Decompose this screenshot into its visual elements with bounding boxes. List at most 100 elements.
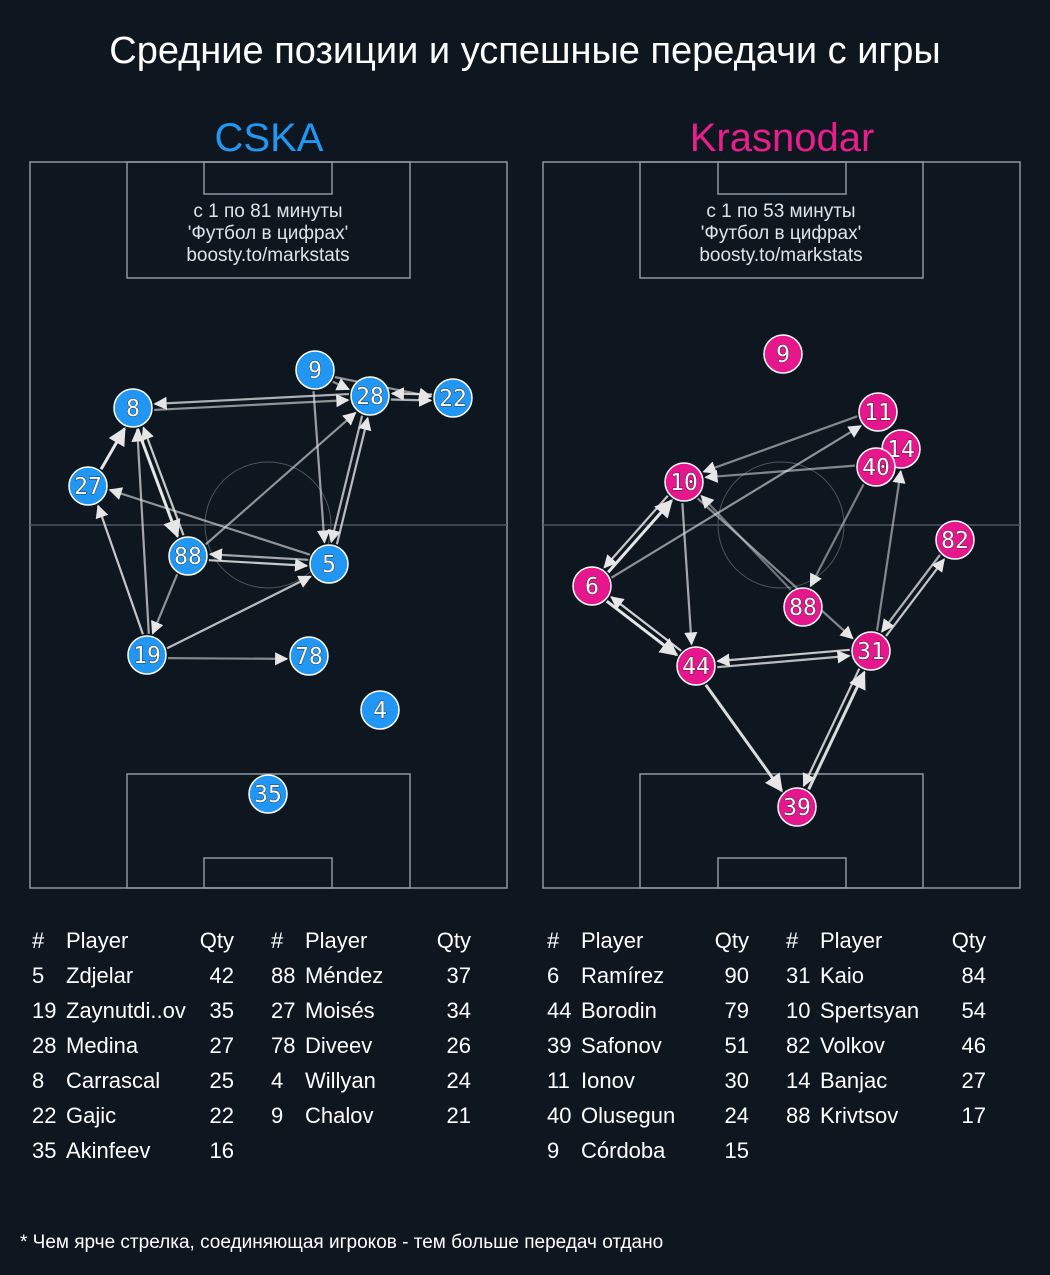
pass-arrow-cska-9-28 [332,378,351,391]
player-marker-kras-40: 40 [856,447,896,487]
pass-arrow-cska-19-27 [95,504,144,635]
player-marker-cska-88: 88 [168,536,208,576]
player-circle [350,376,390,416]
player-marker-cska-9: 9 [295,350,335,390]
note-line: 'Футбол в цифрах' [187,223,349,244]
cell-qty: 84 [961,963,986,988]
pass-arrow-kras-44-6 [610,596,682,652]
cell-player: Borodin [581,998,657,1023]
page-title: Средние позиции и успешные передачи с иг… [109,30,941,72]
table-row: 27 Moisés 34 [271,998,471,1033]
cell-qty: Qty [436,928,471,953]
table-row: 6 Ramírez 90 [547,963,749,998]
player-marker-cska-27: 27 [68,466,108,506]
table-row: 8 Carrascal 25 [32,1068,234,1103]
table-row: 10 Spertsyan 54 [786,998,986,1033]
table-row: 5 Zdjelar 42 [32,963,234,998]
cell-num: 8 [32,1068,45,1093]
cell-num: 10 [786,998,811,1023]
cell-qty: 30 [724,1068,749,1093]
table-row: 9 Chalov 21 [271,1103,471,1138]
table-row: 11 Ionov 30 [547,1068,749,1103]
player-circle [676,646,716,686]
pass-arrow-kras-10-6 [603,495,669,569]
cell-qty: 46 [961,1033,986,1058]
cell-num: 6 [547,963,560,988]
pass-arrow-kras-39-31 [807,670,866,790]
pass-arrow-cska-88-28 [205,411,357,546]
player-number: 28 [356,384,384,410]
cell-player: Zaynutdi..ov [66,998,186,1023]
cell-qty: 51 [724,1033,749,1058]
table-row: 9 Córdoba 15 [547,1138,749,1173]
cell-num: 88 [786,1103,811,1128]
cell-qty: 42 [209,963,234,988]
player-number: 44 [682,654,710,680]
player-marker-kras-10: 10 [664,462,704,502]
pass-arrow-kras-31-39 [802,668,861,788]
cell-player: Medina [66,1033,139,1058]
table-row: 28 Medina 27 [32,1033,234,1068]
pass-arrow-kras-6-11 [610,425,862,579]
table-header: # Player Qty [32,928,234,963]
cell-num: # [271,928,284,953]
cell-player: Willyan [305,1068,376,1093]
player-circle [935,520,975,560]
player-number: 31 [857,639,885,665]
player-marker-kras-9: 9 [763,334,803,374]
cell-player: Player [820,928,883,953]
cell-player: Player [581,928,644,953]
cell-qty: 26 [446,1033,471,1058]
cell-qty: 54 [961,998,986,1023]
player-circle [295,350,335,390]
player-number: 88 [174,544,202,570]
table-row: 40 Olusegun 24 [547,1103,749,1138]
player-number: 22 [439,386,467,412]
player-marker-cska-35: 35 [248,774,288,814]
pass-arrow-cska-5-88 [208,548,309,562]
player-marker-cska-28: 28 [350,376,390,416]
pass-arrow-cska-8-28 [154,394,350,412]
cell-player: Zdjelar [66,963,134,988]
pass-arrow-kras-40-88 [809,483,865,588]
player-marker-kras-39: 39 [777,787,817,827]
player-circle [309,544,349,584]
cell-qty: 90 [724,963,749,988]
table-row: 82 Volkov 46 [786,1033,986,1068]
cell-num: 9 [547,1138,560,1163]
pass-arrow-kras-88-10 [700,494,792,591]
cell-num: 4 [271,1068,284,1093]
table-row: 22 Gajic 22 [32,1103,234,1138]
cell-qty: 25 [209,1068,234,1093]
cell-player: Córdoba [581,1138,666,1163]
player-circle [360,690,400,730]
table-row: 31 Kaio 84 [786,963,986,998]
table-header: # Player Qty [786,928,986,963]
player-number: 5 [322,552,336,578]
cell-player: Kaio [820,963,865,988]
player-circle [851,631,891,671]
player-number: 78 [295,644,323,670]
player-circle [763,334,803,374]
cell-player: Safonov [581,1033,662,1058]
player-number: 82 [941,528,969,554]
pass-arrow-kras-6-10 [607,499,673,574]
player-number: 39 [783,795,811,821]
player-number: 6 [585,574,599,600]
table-row: 14 Banjac 27 [786,1068,986,1103]
pass-arrow-cska-88-19 [151,573,179,635]
cell-qty: 15 [724,1138,749,1163]
player-circle [433,378,473,418]
player-circle [127,635,167,675]
cell-qty: Qty [199,928,234,953]
cell-player: Ionov [581,1068,635,1093]
cell-player: Olusegun [581,1103,676,1128]
player-number: 4 [373,698,387,724]
pass-arrow-kras-31-44 [716,648,850,667]
cell-qty: 35 [209,998,234,1023]
player-circle [572,566,612,606]
player-circle [783,587,823,627]
player-circle [664,462,704,502]
cell-num: 35 [32,1138,57,1163]
table-row: 88 Méndez 37 [271,963,471,998]
